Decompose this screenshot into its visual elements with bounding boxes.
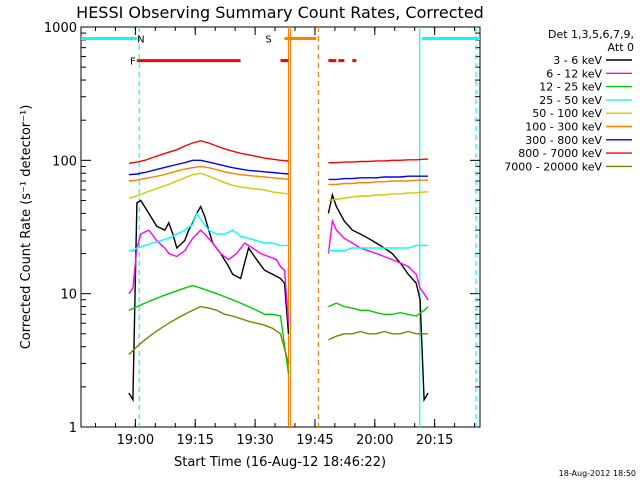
series-line bbox=[128, 140, 429, 164]
legend-entry-label: 6 - 12 keV bbox=[546, 67, 602, 80]
y-tick-label: 10 bbox=[60, 288, 77, 303]
series-line bbox=[128, 284, 429, 374]
x-tick-label: 20:00 bbox=[356, 433, 393, 448]
x-tick-label: 19:15 bbox=[176, 433, 213, 448]
flag-label: S bbox=[265, 34, 271, 45]
y-tick-label: 100 bbox=[52, 154, 77, 169]
legend-entry-label: 12 - 25 keV bbox=[539, 81, 602, 94]
series-line bbox=[128, 192, 429, 403]
legend-title: Det 1,3,5,6,7,9, bbox=[548, 28, 634, 41]
chart-title: HESSI Observing Summary Count Rates, Cor… bbox=[76, 3, 484, 22]
timestamp: 18-Aug-2012 18:50 bbox=[559, 469, 636, 478]
legend-entry-label: 3 - 6 keV bbox=[553, 54, 602, 67]
legend-entry-label: 7000 - 20000 keV bbox=[504, 160, 602, 173]
series-line bbox=[128, 211, 429, 252]
legend-title: Att 0 bbox=[608, 41, 634, 54]
legend-entry-label: 300 - 800 keV bbox=[525, 134, 602, 147]
x-axis-label: Start Time (16-Aug-12 18:46:22) bbox=[174, 455, 386, 470]
x-tick-label: 19:00 bbox=[117, 433, 154, 448]
legend-entry-label: 50 - 100 keV bbox=[532, 107, 602, 120]
y-tick-label: 1 bbox=[69, 421, 77, 436]
flag-label: N bbox=[137, 34, 144, 45]
series-line bbox=[128, 172, 429, 202]
legend-entry-label: 25 - 50 keV bbox=[539, 94, 602, 107]
series-line bbox=[128, 218, 429, 324]
x-tick-label: 20:15 bbox=[416, 433, 453, 448]
plot-frame bbox=[80, 26, 481, 428]
x-tick-label: 19:30 bbox=[236, 433, 273, 448]
series-line bbox=[128, 305, 429, 364]
flag-label: F bbox=[130, 57, 136, 68]
legend-entry-label: 100 - 300 keV bbox=[525, 121, 602, 134]
y-axis-label: Corrected Count Rate (s⁻¹ detector⁻¹) bbox=[19, 105, 34, 350]
legend-entry-label: 800 - 7000 keV bbox=[518, 147, 602, 160]
series-line bbox=[128, 165, 429, 186]
x-tick-label: 19:45 bbox=[296, 433, 333, 448]
series-line bbox=[128, 159, 429, 181]
y-tick-label: 1000 bbox=[44, 21, 77, 36]
plot-layer: 1 10 100 1000 19:00 19:15 19:30 19:45 20:00 20:15… bbox=[44, 21, 481, 448]
